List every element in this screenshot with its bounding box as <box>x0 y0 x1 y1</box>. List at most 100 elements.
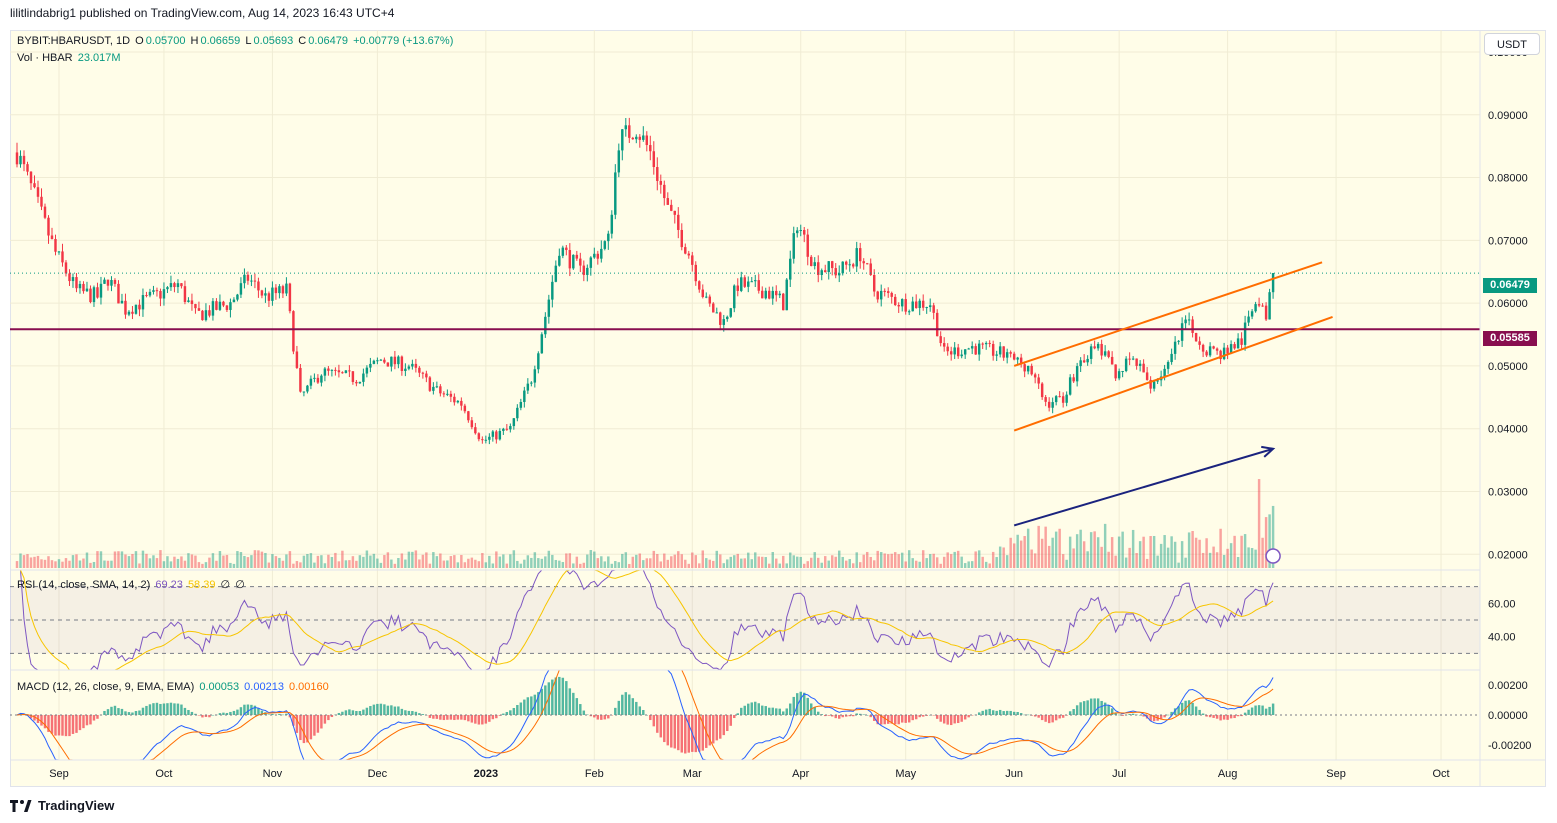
candle-body <box>330 369 334 371</box>
macd-hist-bar <box>372 704 376 715</box>
macd-hist-bar <box>1152 715 1156 722</box>
candle-body <box>820 270 823 275</box>
candle-body <box>565 247 568 251</box>
candle-body <box>928 305 932 308</box>
candle-body <box>474 427 477 434</box>
candle-body <box>537 353 540 370</box>
candle-body <box>428 377 432 391</box>
macd-hist-bar <box>666 715 670 746</box>
publish-info: published on TradingView.com, Aug 14, 20… <box>79 6 395 20</box>
candle-body <box>19 155 22 165</box>
volume-bar <box>1114 555 1117 568</box>
macd-hist-bar <box>1254 705 1257 715</box>
candle-body <box>554 265 558 282</box>
candle-body <box>953 347 956 355</box>
volume-bar <box>810 557 813 568</box>
volume-bar <box>379 562 383 568</box>
volume-bar <box>99 551 103 568</box>
volume-bar <box>1023 536 1026 568</box>
macd-hist-bar <box>505 711 509 715</box>
volume-bar <box>439 553 442 568</box>
macd-hist-bar <box>1142 715 1145 717</box>
time-axis-label: Jul <box>1112 768 1126 780</box>
tradingview-brand[interactable]: TradingView <box>38 798 115 813</box>
macd-hist-bar <box>729 715 732 726</box>
macd-hist-bar <box>236 709 239 715</box>
candle-body <box>260 290 264 296</box>
volume-bar <box>1271 505 1275 568</box>
author-name[interactable]: lilitlindabrig1 <box>10 6 77 20</box>
macd-hist-bar <box>348 709 351 715</box>
volume-label[interactable]: Vol · HBAR <box>17 52 73 64</box>
volume-bar <box>893 552 897 568</box>
tradingview-logo-icon[interactable] <box>10 800 32 812</box>
volume-bar <box>1117 536 1121 568</box>
volume-bar <box>467 558 470 568</box>
macd-hist-bar <box>481 715 484 725</box>
macd-hist-bar <box>1058 715 1061 719</box>
macd-hist-bar <box>890 715 893 724</box>
macd-hist-bar <box>40 715 43 726</box>
candle-body <box>834 268 837 276</box>
macd-hist-bar <box>834 715 837 719</box>
macd-hist-bar <box>740 707 743 715</box>
drawings <box>10 261 1480 564</box>
candle-body <box>977 343 981 355</box>
volume-bar <box>148 558 152 568</box>
currency-button[interactable]: USDT <box>1484 33 1540 55</box>
candle-body <box>1121 370 1124 372</box>
macd-label[interactable]: MACD (12, 26, close, 9, EMA, EMA) <box>17 681 195 693</box>
rsi-label[interactable]: RSI (14, close, SMA, 14, 2) <box>17 579 151 591</box>
macd-hist-bar <box>977 712 981 715</box>
macd-hist-bar <box>911 715 914 721</box>
volume-bar <box>278 557 281 568</box>
macd-hist-bar <box>474 715 477 724</box>
macd-hist-bar <box>460 715 463 720</box>
volume-bar <box>124 554 127 568</box>
symbol-name[interactable]: BYBIT:HBARUSDT, 1D <box>17 35 131 47</box>
volume-bar <box>120 551 124 568</box>
macd-hist-bar <box>652 715 656 727</box>
volume-bar <box>589 550 593 568</box>
macd-hist-bar <box>376 703 379 715</box>
macd-hist-bar <box>61 715 64 736</box>
volume-bar <box>942 556 946 568</box>
candle-body <box>407 366 411 369</box>
candle-body <box>621 129 624 151</box>
chart-canvas[interactable]: 0.100000.090000.080000.070000.060000.050… <box>10 30 1546 787</box>
macd-hist-bar <box>453 715 456 721</box>
macd-hist-bar <box>1180 702 1184 715</box>
volume-bar <box>1044 526 1047 568</box>
candle-body <box>1030 365 1033 375</box>
macd-hist-bar <box>512 708 516 715</box>
macd-hist-bar <box>1121 715 1124 716</box>
volume-bar <box>544 556 547 568</box>
candle-body <box>82 283 85 292</box>
volume-bar <box>649 558 652 568</box>
candle-body <box>372 360 376 364</box>
candle-body <box>544 316 547 335</box>
volume-bar <box>316 555 320 568</box>
volume-bar <box>932 553 935 568</box>
macd-hist-bar <box>33 715 36 721</box>
candle-body <box>879 290 883 300</box>
candle-body <box>498 430 502 440</box>
macd-hist-bar <box>617 700 621 715</box>
macd-hist-bar <box>757 703 760 715</box>
volume-bar <box>1264 517 1268 568</box>
volume-bar <box>789 552 792 568</box>
candle-body <box>1240 338 1243 345</box>
macd-hist-bar <box>1009 710 1012 715</box>
candle-body <box>754 280 757 282</box>
volume-bar <box>1177 562 1180 568</box>
candle-body <box>180 283 183 287</box>
candle-body <box>551 281 554 300</box>
volume-bar <box>572 563 575 568</box>
candle-body <box>1107 351 1110 357</box>
volume-bar <box>1033 553 1037 568</box>
low-label: L <box>245 35 252 47</box>
volume-bar <box>879 552 883 568</box>
candle-body <box>747 281 750 287</box>
macd-hist-bar <box>1023 714 1026 716</box>
volume-bar <box>218 551 222 568</box>
